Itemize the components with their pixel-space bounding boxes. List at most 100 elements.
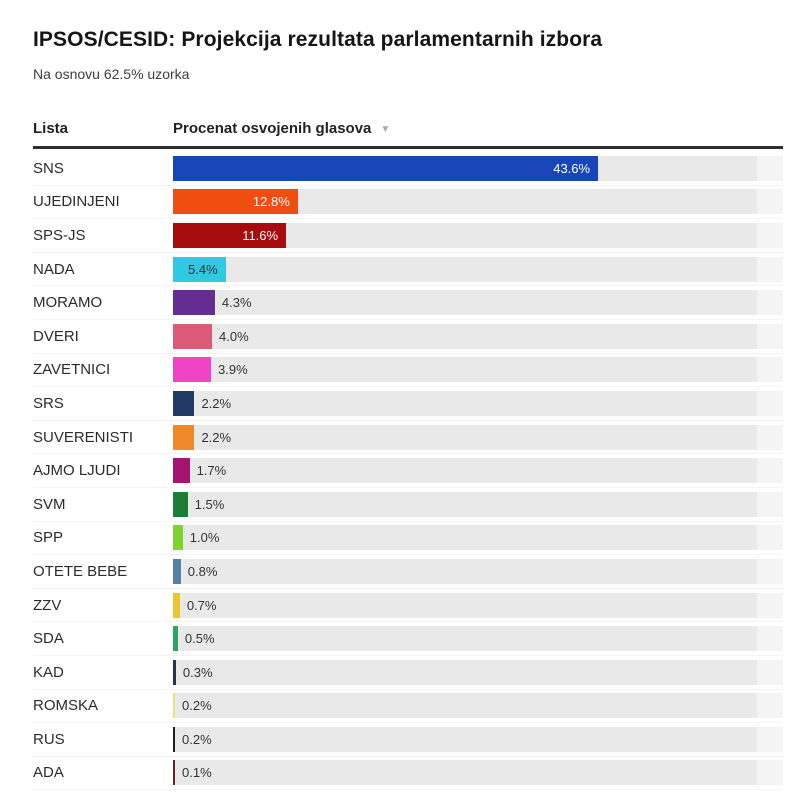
table-row: SPS-JS 11.6%: [33, 219, 783, 253]
column-header-lista: Lista: [33, 120, 69, 137]
table-row: ZAVETNICI 3.9%: [33, 354, 783, 388]
value-label: 1.0%: [189, 530, 220, 546]
bar-track: 4.3%: [173, 290, 783, 316]
bar-track: 0.1%: [173, 760, 783, 786]
value-label: 5.4%: [188, 261, 218, 277]
sort-descending-icon[interactable]: ▼: [380, 124, 391, 135]
bar: [173, 323, 212, 349]
table-row: ZZV 0.7%: [33, 589, 783, 623]
bar-track: 43.6%: [173, 155, 783, 181]
bar-track: 5.4%: [173, 256, 783, 282]
party-name: SVM: [33, 495, 66, 513]
party-name: RUS: [33, 730, 65, 748]
value-label: 4.0%: [219, 328, 249, 344]
table-row: SVM 1.5%: [33, 488, 783, 522]
party-name: SNS: [33, 159, 64, 177]
party-name: ZAVETNICI: [33, 361, 111, 379]
value-label: 11.6%: [242, 227, 279, 243]
bar: [173, 491, 188, 517]
page-subtitle: Na osnovu 62.5% uzorka: [33, 66, 190, 82]
bar-track: 0.3%: [173, 659, 783, 685]
table-row: SDA 0.5%: [33, 622, 783, 656]
bar: [173, 626, 178, 652]
bar: [173, 290, 215, 316]
party-name: ROMSKA: [33, 697, 99, 715]
party-name: SPS-JS: [33, 226, 86, 244]
bar-track: 11.6%: [173, 222, 783, 248]
bar-track: 0.2%: [173, 693, 783, 719]
table-row: AJMO LJUDI 1.7%: [33, 454, 783, 488]
table-row: RUS 0.2%: [33, 723, 783, 757]
party-name: SRS: [33, 394, 64, 412]
bar: [173, 592, 180, 618]
bar-track: 0.7%: [173, 592, 783, 618]
column-header-procenat[interactable]: Procenat osvojenih glasova ▼: [173, 120, 390, 137]
value-label: 12.8%: [252, 194, 290, 210]
table-row: ADA 0.1%: [33, 757, 783, 791]
bar: [173, 525, 183, 551]
bar-track: 1.5%: [173, 491, 783, 517]
party-name: SPP: [33, 529, 64, 547]
value-label: 0.2%: [182, 698, 212, 714]
party-name: ZZV: [33, 596, 62, 614]
bar-track: 1.7%: [173, 458, 783, 484]
value-label: 0.7%: [186, 597, 217, 613]
party-name: NADA: [33, 260, 75, 278]
table-row: NADA 5.4%: [33, 253, 783, 287]
bar: [173, 424, 195, 450]
bar-rows: SNS 43.6% UJEDINJENI 12.8% SPS-JS 11.6% NADA 5.…: [33, 152, 783, 791]
party-name: SDA: [33, 630, 64, 648]
value-label: 2.2%: [201, 395, 232, 411]
value-label: 2.2%: [201, 429, 232, 445]
table-header: Lista Procenat osvojenih glasova ▼: [33, 120, 783, 149]
bar-track: 3.9%: [173, 357, 783, 383]
value-label: 1.5%: [194, 496, 225, 512]
table-row: UJEDINJENI 12.8%: [33, 186, 783, 220]
value-label: 0.8%: [187, 563, 218, 579]
bar: [173, 693, 175, 719]
column-header-procenat-label: Procenat osvojenih glasova: [173, 120, 372, 137]
bar: [173, 760, 175, 786]
table-row: DVERI 4.0%: [33, 320, 783, 354]
table-row: MORAMO 4.3%: [33, 286, 783, 320]
value-label: 0.3%: [182, 664, 213, 680]
bar-track: 4.0%: [173, 323, 783, 349]
value-label: 43.6%: [553, 160, 591, 176]
table-row: SUVERENISTI 2.2%: [33, 421, 783, 455]
bar: 11.6%: [173, 222, 287, 248]
value-label: 0.5%: [184, 631, 215, 647]
value-label: 0.1%: [182, 765, 212, 781]
table-row: SRS 2.2%: [33, 387, 783, 421]
party-name: OTETE BEBE: [33, 562, 128, 580]
bar: 43.6%: [173, 155, 599, 181]
bar: [173, 357, 212, 383]
bar: [173, 558, 181, 584]
bar-track: 1.0%: [173, 525, 783, 551]
bar: [173, 390, 195, 416]
table-row: SNS 43.6%: [33, 152, 783, 186]
value-label: 1.7%: [196, 463, 227, 479]
table-row: SPP 1.0%: [33, 522, 783, 556]
table-row: KAD 0.3%: [33, 656, 783, 690]
bar: [173, 659, 176, 685]
bar-track: 2.2%: [173, 424, 783, 450]
bar-track: 12.8%: [173, 189, 783, 215]
results-table: Lista Procenat osvojenih glasova ▼ SNS 43…: [33, 120, 783, 791]
bar: [173, 726, 175, 752]
bar-track: 0.5%: [173, 626, 783, 652]
party-name: MORAMO: [33, 294, 103, 312]
bar-track: 2.2%: [173, 390, 783, 416]
page-title: IPSOS/CESID: Projekcija rezultata parlam…: [33, 28, 603, 51]
value-label: 0.2%: [182, 731, 212, 747]
value-label: 3.9%: [218, 362, 248, 378]
party-name: KAD: [33, 663, 64, 681]
bar: 12.8%: [173, 189, 298, 215]
party-name: UJEDINJENI: [33, 193, 120, 211]
party-name: DVERI: [33, 327, 79, 345]
party-name: SUVERENISTI: [33, 428, 134, 446]
bar-track: 0.8%: [173, 558, 783, 584]
bar: 5.4%: [173, 256, 226, 282]
value-label: 4.3%: [221, 295, 252, 311]
table-row: ROMSKA 0.2%: [33, 690, 783, 724]
